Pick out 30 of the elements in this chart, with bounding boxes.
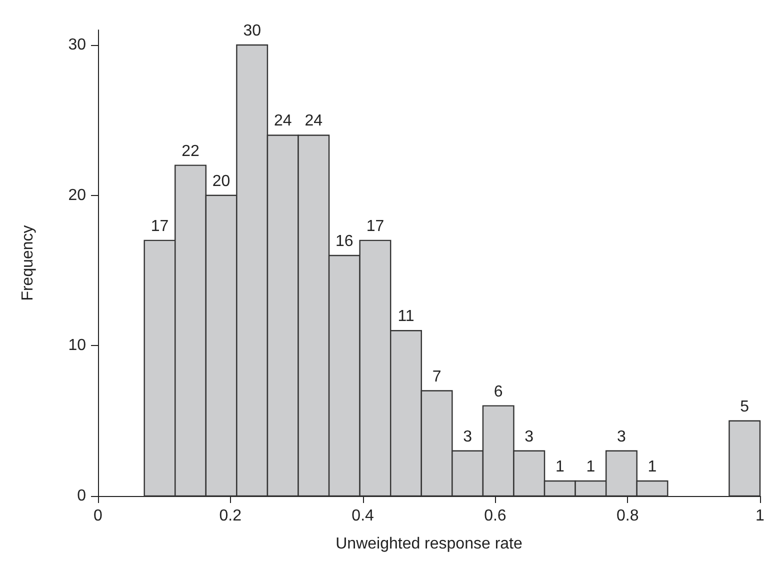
data-label: 3 [463,428,472,446]
data-label: 17 [150,218,169,235]
data-label: 6 [494,383,503,400]
data-label: 24 [274,112,292,130]
x-tick-label: 0.2 [219,508,242,524]
data-label: 24 [304,112,323,130]
x-tick-label: 0.8 [616,508,639,524]
x-tick-label: 0 [94,508,103,524]
data-label: 3 [617,428,626,446]
data-label: 30 [243,22,262,40]
data-label: 22 [182,142,200,160]
y-axis-title: Frequency [20,225,36,301]
data-label: 3 [524,428,534,446]
x-axis-title: Unweighted response rate [336,536,522,552]
data-label: 5 [740,398,750,416]
y-tick-label: 20 [68,186,86,204]
data-label: 20 [212,172,230,190]
x-tick-label: 1 [756,508,765,524]
y-tick-label: 10 [68,337,86,354]
data-label: 7 [432,368,442,386]
data-label: 16 [336,232,354,250]
data-label: 1 [586,458,596,476]
data-label: 1 [555,458,564,476]
data-label: 17 [366,218,384,235]
data-label: 1 [648,458,657,476]
y-tick-label: 30 [68,36,86,54]
data-label: 11 [398,308,414,326]
x-tick-label: 0.4 [352,508,374,524]
y-tick-label: 0 [77,488,86,504]
x-tick-label: 0.6 [484,508,506,524]
